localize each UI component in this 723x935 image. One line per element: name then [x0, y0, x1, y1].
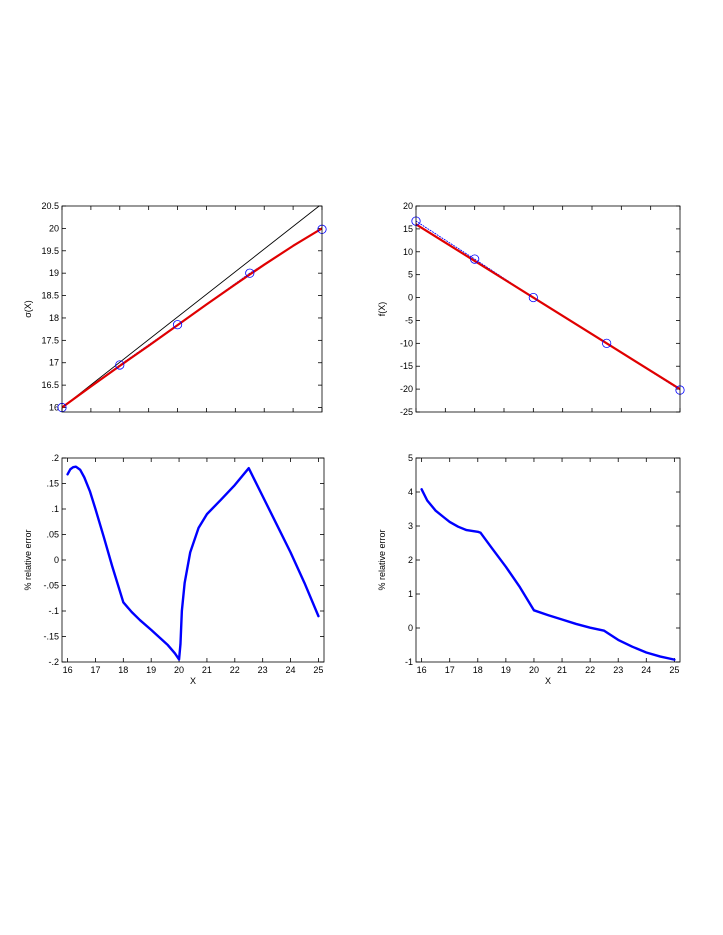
y-axis-label: % relative error	[377, 529, 387, 590]
series-line-thick-blue	[420, 488, 676, 661]
x-tick-label: 21	[202, 665, 212, 675]
y-tick-label: -5	[405, 315, 413, 325]
plot-area	[420, 488, 676, 661]
plot-frame	[415, 457, 681, 663]
y-tick-label: 2	[408, 555, 413, 565]
y-tick-label: -10	[400, 338, 413, 348]
x-tick-label: 25	[669, 665, 679, 675]
x-tick-label: 24	[286, 665, 296, 675]
x-tick-label: 17	[445, 665, 455, 675]
x-tick-label: 23	[258, 665, 268, 675]
y-tick-label: 20	[49, 223, 59, 233]
y-tick-label: 15	[403, 224, 413, 234]
y-axis-label: % relative error	[23, 529, 33, 590]
x-tick-label: 22	[585, 665, 595, 675]
y-tick-label: -.1	[48, 606, 59, 616]
y-tick-label: 17.5	[41, 335, 59, 345]
x-axis-label: X	[545, 676, 551, 686]
y-tick-label: 19.5	[41, 246, 59, 256]
y-tick-label: 17	[49, 358, 59, 368]
data-point-marker	[115, 360, 125, 370]
plot-frame	[415, 205, 681, 413]
y-tick-label: 20	[403, 201, 413, 211]
y-tick-label: 20.5	[41, 201, 59, 211]
y-tick-label: 18.5	[41, 291, 59, 301]
data-point-marker	[528, 292, 538, 303]
x-tick-label: 23	[613, 665, 623, 675]
y-tick-label: 18	[49, 313, 59, 323]
series-line-thin-black	[62, 206, 320, 408]
series-line-dotted-blue	[62, 227, 322, 408]
x-tick-label: 24	[641, 665, 651, 675]
x-tick-label: 18	[473, 665, 483, 675]
plot-area	[62, 206, 322, 409]
x-tick-label: 19	[146, 665, 156, 675]
chart-top-right: -25 -20 -15 -10 -5 0 5 10 15 20 f(X)	[377, 201, 685, 417]
y-tick-label: 3	[408, 521, 413, 531]
y-tick-label: 0	[408, 293, 413, 303]
plot-area	[66, 465, 320, 661]
y-tick-label: -15	[400, 361, 413, 371]
series-line-thick-blue	[66, 465, 320, 661]
x-tick-label: 17	[90, 665, 100, 675]
x-tick-label: 21	[557, 665, 567, 675]
y-tick-label: 19	[49, 268, 59, 278]
x-axis-label: X	[190, 676, 196, 686]
y-tick-label: 0	[408, 623, 413, 633]
y-tick-label: 16	[49, 403, 59, 413]
x-tick-label: 20	[529, 665, 539, 675]
y-tick-label: 5	[408, 270, 413, 280]
x-tick-label: 16	[417, 665, 427, 675]
y-tick-label: 1	[408, 589, 413, 599]
data-point-marker	[602, 338, 612, 348]
data-point-marker	[172, 320, 183, 330]
y-tick-label: -.05	[43, 581, 59, 591]
plot-frame	[61, 205, 323, 413]
series-line-thick-red	[62, 227, 322, 409]
data-point-marker	[470, 254, 480, 264]
x-tick-label: 22	[230, 665, 240, 675]
series-line-thick-red	[416, 223, 680, 391]
y-tick-label: 10	[403, 247, 413, 257]
chart-top-left: 16 16.5 17 17.5 18 18.5 19 19.5 20 20.5 σ(X)	[23, 201, 327, 413]
y-tick-label: .1	[51, 504, 59, 514]
y-tick-label: .05	[46, 530, 59, 540]
y-tick-label: 4	[408, 487, 413, 497]
y-tick-label: .2	[51, 453, 59, 463]
y-tick-label: -1	[405, 657, 413, 667]
y-axis-label: σ(X)	[23, 300, 33, 318]
y-tick-label: -20	[400, 384, 413, 394]
x-tick-label: 20	[174, 665, 184, 675]
x-tick-label: 16	[63, 665, 73, 675]
plot-area	[416, 220, 680, 391]
y-tick-label: .15	[46, 479, 59, 489]
y-tick-label: -.2	[48, 657, 59, 667]
chart-bottom-left: 16 17 18 19 20 21 22 23 24 25 -.2 -.15 -.1 -.05 0 .05 .1…	[23, 453, 325, 686]
y-tick-label: -.15	[43, 632, 59, 642]
y-tick-label: -25	[400, 407, 413, 417]
y-axis-label: f(X)	[377, 302, 387, 317]
data-point-marker	[245, 268, 255, 278]
y-tick-label: 16.5	[41, 380, 59, 390]
x-tick-label: 19	[501, 665, 511, 675]
x-tick-label: 25	[313, 665, 323, 675]
x-tick-label: 18	[118, 665, 128, 675]
plot-frame	[61, 457, 325, 663]
y-tick-label: 5	[408, 453, 413, 463]
y-tick-label: 0	[54, 555, 59, 565]
